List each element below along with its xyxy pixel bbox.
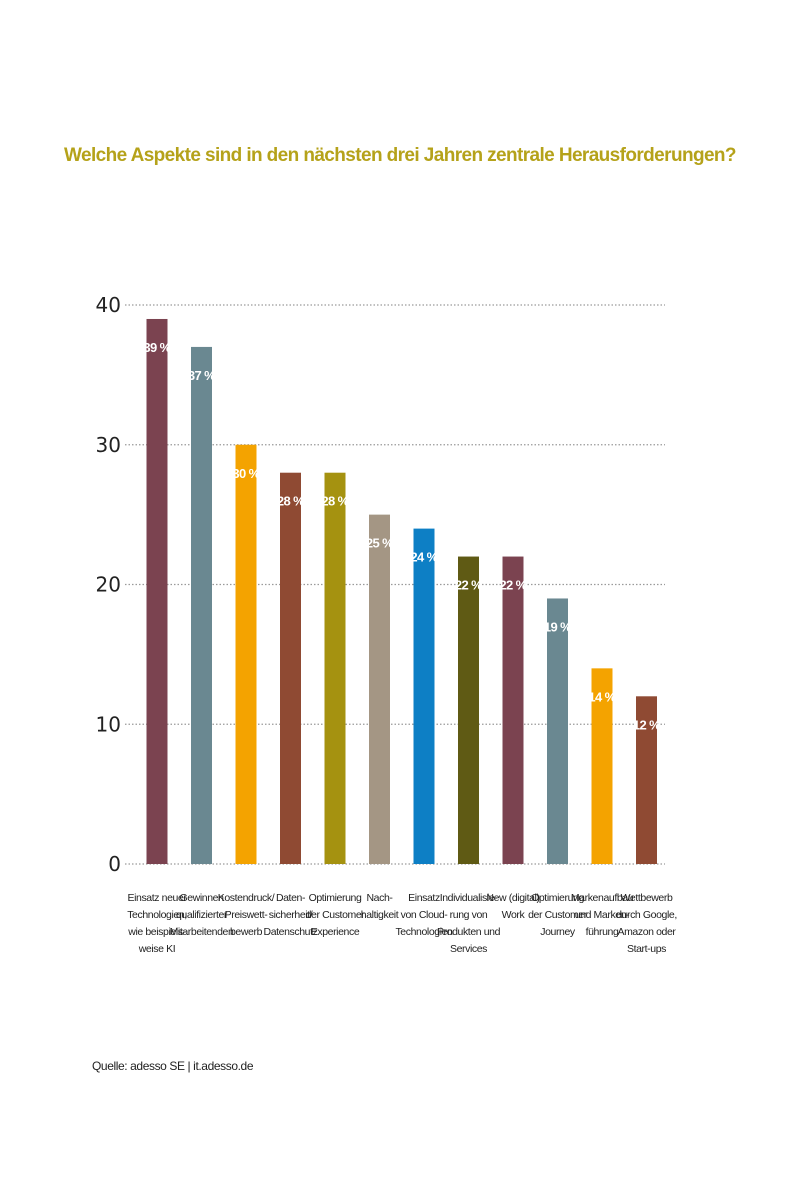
x-tick-label: Optimierung der Customer Journey — [528, 892, 588, 938]
x-tick-label: Einsatz von Cloud- Technologien — [395, 892, 453, 938]
x-tick-label-line: führung — [586, 926, 619, 938]
x-tick-label-line: rung von — [450, 909, 488, 921]
x-tick-label: Daten-sicherheit/Datenschutz — [264, 892, 318, 938]
x-tick-label-line: qualifizierter — [176, 909, 228, 921]
x-tick-label-line: Datenschutz — [264, 926, 318, 938]
x-tick-label-line: von Cloud- — [401, 909, 449, 921]
source-note: Quelle: adesso SE | it.adesso.de — [92, 1059, 254, 1073]
data-label: 37 % — [188, 368, 216, 383]
x-tick-label-line: New (digital) — [486, 892, 539, 904]
y-tick-label: 20 — [96, 573, 121, 597]
bar — [636, 696, 657, 864]
bar — [191, 346, 212, 864]
x-tick-label: Optimierung der Customer Experience — [306, 892, 366, 938]
data-label: 28 % — [277, 494, 305, 509]
x-tick-label-line: und Marken- — [575, 909, 630, 921]
x-tick-label-line: Optimierung — [531, 892, 584, 904]
bar — [502, 556, 524, 864]
x-tick-label-line: Kostendruck/ — [218, 892, 275, 904]
x-tick-label: New (digital) Work — [486, 892, 539, 921]
x-tick-label-line: Journey — [540, 926, 576, 938]
x-tick-label-line: Produkten und — [437, 926, 501, 938]
x-tick-label-line: Technologien — [395, 926, 453, 938]
x-tick-label-line: Wettbewerb — [621, 892, 673, 904]
x-tick-label-line: Daten- — [276, 892, 306, 904]
x-tick-label-line: Preiswett- — [225, 909, 269, 921]
x-tick-label-line: Individualisie- — [440, 892, 499, 904]
chart-title: Welche Aspekte sind in den nächsten drei… — [64, 145, 737, 166]
bar — [146, 318, 168, 865]
x-tick-label-line: Work — [502, 909, 526, 921]
data-label: 22 % — [455, 578, 483, 593]
x-tick-label-line: Start-ups — [627, 943, 666, 955]
y-tick-label: 40 — [96, 293, 121, 317]
x-tick-label-line: wie beispiels- — [127, 926, 186, 938]
x-tick-label-line: haltigkeit — [361, 909, 399, 921]
bar — [547, 598, 568, 864]
x-tick-label: Nach-haltigkeit — [361, 892, 399, 921]
x-tick-label-line: weise KI — [138, 943, 175, 955]
x-tick-label: Wettbewerb durch Google, Amazon oder Start-… — [616, 892, 677, 955]
x-tick-label-line: sicherheit/ — [269, 909, 313, 921]
x-tick-label: Markenaufbau und Marken-führung — [571, 892, 634, 938]
data-label: 28 % — [321, 494, 349, 509]
x-tick-label: Individualisie-rung von Produkten und Serv… — [437, 892, 501, 955]
bar — [413, 528, 435, 864]
data-label: 14 % — [588, 689, 616, 704]
x-tick-label-line: der Customer — [528, 909, 588, 921]
data-label: 19 % — [544, 619, 572, 634]
data-label: 22 % — [499, 578, 527, 593]
x-tick-label-line: Einsatz neuer — [127, 892, 187, 904]
x-tick-label-line: Experience — [311, 926, 360, 938]
bar — [324, 472, 346, 864]
x-tick-label-line: Nach- — [366, 892, 393, 904]
x-tick-label-line: Optimierung — [309, 892, 362, 904]
x-tick-label-line: Gewinnen — [179, 892, 224, 904]
x-tick-label-line: der Customer — [306, 909, 366, 921]
data-label: 39 % — [143, 340, 171, 355]
data-label: 30 % — [232, 466, 260, 481]
x-tick-label-line: Amazon oder — [617, 926, 676, 938]
y-tick-label: 0 — [108, 852, 121, 876]
data-label: 24 % — [410, 550, 438, 565]
y-tick-label: 30 — [96, 433, 121, 457]
x-tick-label-line: bewerb — [230, 926, 263, 938]
y-tick-label: 10 — [96, 712, 121, 736]
x-tick-label-line: Mitarbeitenden — [170, 926, 234, 938]
bar — [369, 514, 390, 864]
x-tick-label-line: Markenaufbau — [571, 892, 634, 904]
x-tick-label-line: Einsatz — [408, 892, 440, 904]
x-tick-label: Kostendruck/Preiswett-bewerb — [218, 892, 275, 938]
x-tick-label-line: durch Google, — [616, 909, 677, 921]
x-tick-label: Gewinnen qualifizierter Mitarbeitenden — [170, 892, 234, 938]
x-tick-label-line: Services — [450, 943, 487, 955]
bar — [235, 444, 257, 864]
bar — [280, 472, 301, 864]
x-tick-label: Einsatz neuer Technologien, wie beispiels-… — [127, 892, 187, 955]
bar — [458, 556, 479, 864]
x-tick-label-line: Technologien, — [127, 909, 187, 921]
bar — [591, 668, 613, 864]
data-label: 12 % — [633, 717, 661, 732]
data-label: 25 % — [366, 536, 394, 551]
